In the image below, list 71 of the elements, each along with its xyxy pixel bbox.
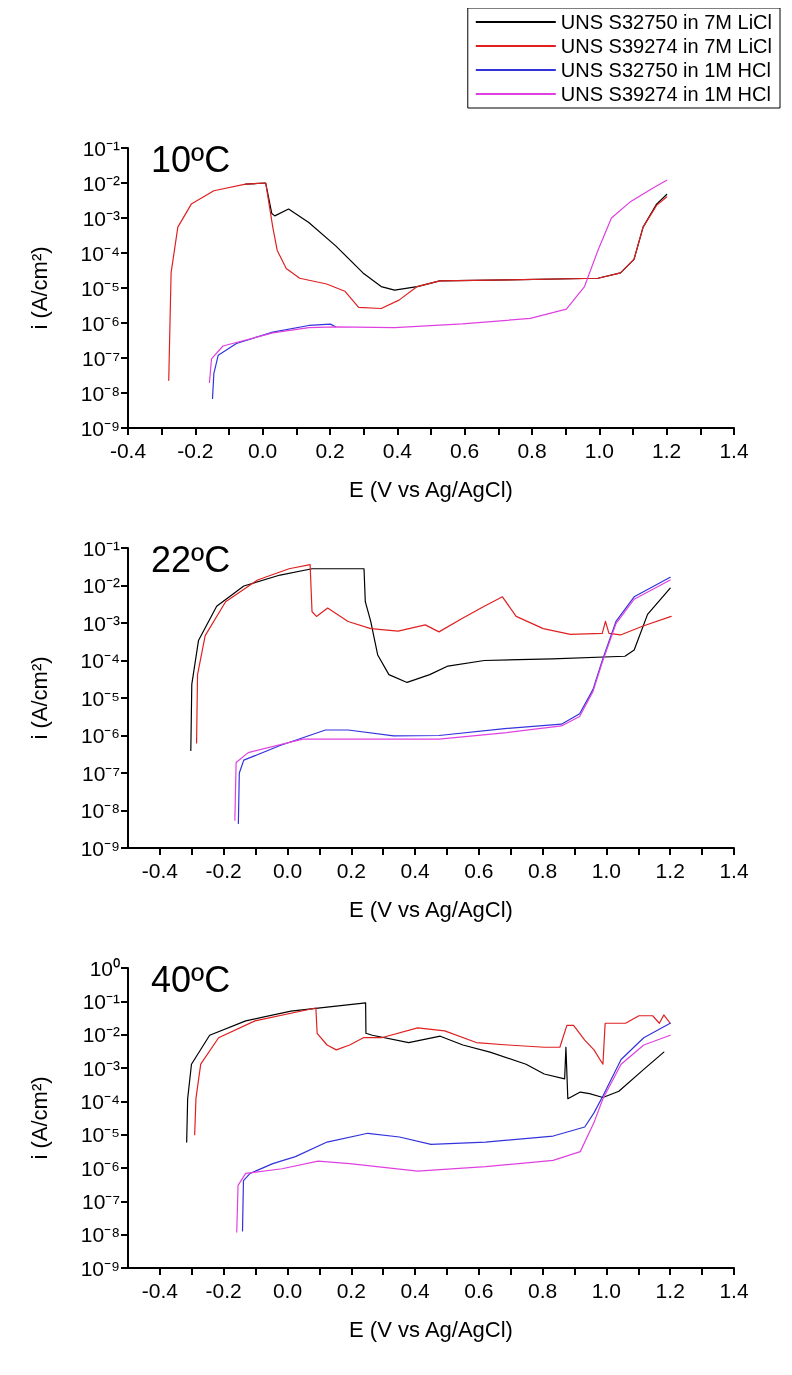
chart-title: 40ºC — [151, 958, 231, 1000]
x-axis-title: E (V vs Ag/AgCl) — [349, 476, 513, 502]
y-tick-label: 10⁰ — [89, 956, 120, 980]
y-tick-label: 10⁻³ — [82, 611, 120, 635]
x-tick-label: 0.8 — [528, 859, 558, 882]
x-tick-label: -0.2 — [177, 439, 214, 462]
x-tick-label: 0.6 — [464, 1279, 494, 1302]
x-tick-label: -0.4 — [141, 859, 179, 882]
legend-label: UNS S32750 in 7M LiCl — [560, 11, 773, 33]
x-tick-label: -0.4 — [109, 439, 147, 462]
y-tick-label: 10⁻³ — [82, 206, 120, 230]
x-tick-label: 0.4 — [400, 859, 430, 882]
y-tick-label: 10⁻⁸ — [80, 799, 120, 822]
y-tick-label: 10⁻³ — [82, 1056, 120, 1080]
y-tick-label: 10⁻⁹ — [80, 416, 120, 440]
y-tick-label: 10⁻⁷ — [82, 346, 120, 370]
x-axis-title: E (V vs Ag/AgCl) — [349, 1316, 513, 1342]
x-tick-label: 0.4 — [400, 1279, 430, 1302]
y-tick-label: 10⁻¹ — [82, 136, 120, 160]
x-tick-label: 0.0 — [248, 439, 278, 462]
x-tick-label: 0.8 — [528, 1279, 558, 1302]
x-tick-label: 0.4 — [382, 439, 413, 462]
x-tick-label: 1.0 — [591, 1279, 622, 1302]
y-axis-title: i (A/cm²) — [26, 1076, 52, 1160]
y-tick-label: 10⁻¹ — [82, 536, 120, 560]
legend-label: UNS S32750 in 1M HCl — [560, 59, 771, 81]
chart-title: 22ºC — [151, 538, 231, 580]
legend-label: UNS S39274 in 1M HCl — [560, 83, 771, 105]
y-tick-label: 10⁻¹ — [82, 989, 120, 1013]
y-tick-label: 10⁻⁶ — [80, 724, 120, 747]
y-tick-label: 10⁻⁸ — [80, 1223, 120, 1247]
y-tick-label: 10⁻⁴ — [80, 1089, 120, 1113]
y-tick-label: 10⁻⁷ — [82, 1189, 120, 1213]
y-tick-label: 10⁻⁵ — [80, 1123, 120, 1147]
x-tick-label: -0.4 — [141, 1279, 179, 1302]
x-tick-label: 1.0 — [591, 859, 622, 882]
x-tick-label: 0.0 — [272, 859, 303, 882]
x-axis-title: E (V vs Ag/AgCl) — [349, 896, 513, 922]
y-tick-label: 10⁻² — [82, 1023, 120, 1047]
x-tick-label: 1.2 — [655, 1279, 685, 1302]
x-tick-label: 1.2 — [655, 859, 685, 882]
y-tick-label: 10⁻⁹ — [80, 836, 120, 860]
x-tick-label: 1.4 — [719, 439, 749, 462]
x-tick-label: -0.2 — [205, 859, 242, 882]
y-tick-label: 10⁻⁹ — [80, 1256, 120, 1280]
y-axis-title: i (A/cm²) — [26, 246, 52, 330]
y-tick-label: 10⁻² — [82, 574, 120, 597]
x-tick-label: 0.6 — [450, 439, 480, 462]
x-tick-label: 1.4 — [719, 859, 749, 882]
x-tick-label: 0.2 — [336, 859, 366, 882]
x-tick-label: 0.2 — [336, 1279, 366, 1302]
x-tick-label: 1.0 — [584, 439, 614, 462]
chart-title: 10ºC — [151, 138, 231, 180]
y-tick-label: 10⁻⁴ — [80, 649, 120, 672]
y-tick-label: 10⁻² — [82, 171, 120, 195]
y-tick-label: 10⁻⁸ — [80, 381, 120, 405]
y-axis-title: i (A/cm²) — [26, 656, 52, 740]
y-tick-label: 10⁻⁴ — [80, 241, 120, 265]
y-tick-label: 10⁻⁵ — [80, 276, 120, 300]
y-tick-label: 10⁻⁶ — [80, 311, 120, 335]
legend-label: UNS S39274 in 7M LiCl — [560, 35, 773, 57]
x-tick-label: 0.8 — [517, 439, 547, 462]
y-tick-label: 10⁻⁵ — [80, 686, 120, 710]
x-tick-label: 1.4 — [719, 1279, 749, 1302]
y-tick-label: 10⁻⁶ — [80, 1156, 120, 1180]
x-tick-label: 0.2 — [315, 439, 345, 462]
x-tick-label: -0.2 — [205, 1279, 242, 1302]
x-tick-label: 1.2 — [652, 439, 682, 462]
x-tick-label: 0.0 — [272, 1279, 303, 1302]
x-tick-label: 0.6 — [464, 859, 494, 882]
y-tick-label: 10⁻⁷ — [82, 761, 120, 785]
